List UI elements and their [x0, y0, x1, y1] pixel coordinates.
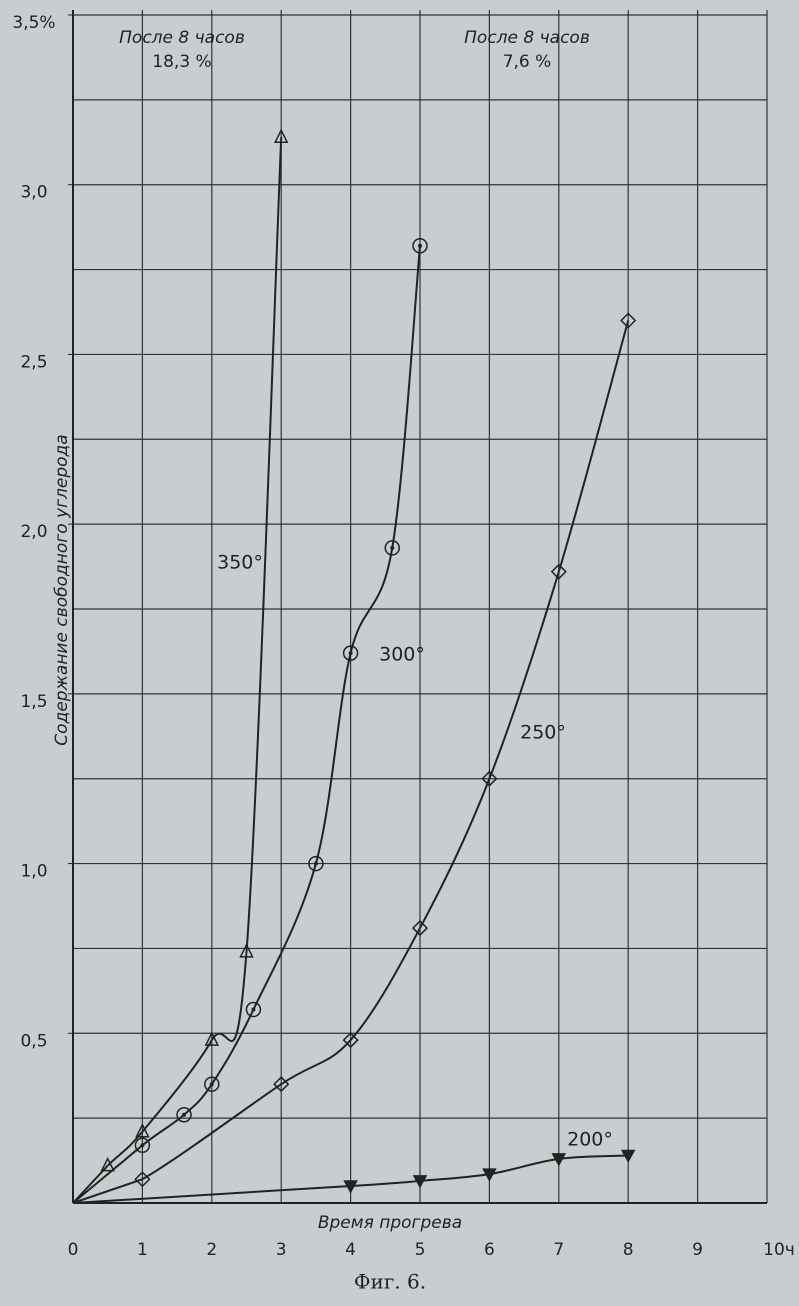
annotation: 18,3 %	[152, 52, 211, 72]
y-tick-label: 2,0	[20, 522, 47, 542]
marker	[204, 1076, 220, 1092]
y-tick-label: 1,0	[20, 862, 47, 882]
marker	[273, 1076, 290, 1093]
marker	[342, 1032, 359, 1049]
marker-dot	[140, 1143, 145, 1148]
marker	[245, 1001, 262, 1018]
marker	[342, 645, 359, 661]
marker	[412, 238, 428, 254]
marker	[204, 1031, 220, 1046]
curve-start	[72, 1164, 109, 1204]
marker	[239, 943, 254, 958]
marker	[412, 1175, 428, 1189]
x-tick-label: 0	[68, 1240, 79, 1260]
y-tick-label: 3,0	[20, 183, 47, 203]
y-tick-label: 3,5%	[12, 13, 55, 33]
annotation: После 8 часов	[119, 28, 245, 48]
marker-dot	[182, 1112, 187, 1117]
y-tick-label: 0,5	[20, 1031, 47, 1051]
marker-dot	[348, 651, 353, 656]
marker	[343, 1180, 358, 1194]
curve-start	[72, 1185, 351, 1204]
x-axis-label: Время прогрева	[318, 1213, 462, 1233]
y-tick-label: 2,5	[20, 352, 47, 372]
marker	[135, 1123, 150, 1138]
marker	[481, 770, 498, 787]
annotation: 7,6 %	[503, 52, 552, 72]
marker	[273, 128, 289, 143]
series-line	[141, 245, 421, 1147]
x-tick-label: 8	[623, 1240, 634, 1260]
x-tick-label: 10ч	[763, 1240, 795, 1260]
series-label: 250°	[520, 722, 566, 744]
marker	[134, 1171, 151, 1188]
x-tick-label: 2	[206, 1240, 217, 1260]
series-line	[141, 320, 630, 1181]
marker-dot	[390, 545, 395, 550]
x-tick-label: 1	[137, 1240, 148, 1260]
marker	[176, 1106, 192, 1123]
curve-start	[72, 1144, 144, 1204]
marker	[100, 1156, 115, 1172]
marker	[620, 1149, 636, 1164]
marker-dot	[251, 1007, 256, 1012]
x-tick-label: 5	[415, 1240, 426, 1260]
marker	[620, 312, 637, 329]
marker	[551, 1153, 567, 1167]
y-axis-label: Содержание свободного углерода	[52, 434, 72, 745]
marker	[134, 1137, 151, 1154]
series-label: 300°	[379, 644, 425, 666]
marker-dot	[313, 861, 318, 866]
series-label: 350°	[217, 552, 263, 574]
marker	[550, 563, 567, 580]
y-tick-label: 1,5	[20, 692, 47, 712]
x-tick-label: 6	[484, 1240, 495, 1260]
marker	[308, 855, 324, 872]
caption: Фиг. 6.	[354, 1270, 426, 1294]
marker-dot	[418, 243, 422, 248]
marker	[482, 1168, 497, 1182]
annotation: После 8 часов	[464, 28, 590, 48]
curve-start	[72, 1178, 143, 1204]
x-tick-label: 4	[345, 1240, 356, 1260]
x-tick-label: 3	[276, 1240, 287, 1260]
marker-dot	[209, 1082, 214, 1087]
series-line	[106, 137, 283, 1167]
marker	[411, 920, 429, 937]
marker	[384, 540, 400, 556]
x-tick-label: 7	[553, 1240, 564, 1260]
x-tick-label: 9	[692, 1240, 703, 1260]
series-label: 200°	[567, 1129, 613, 1151]
